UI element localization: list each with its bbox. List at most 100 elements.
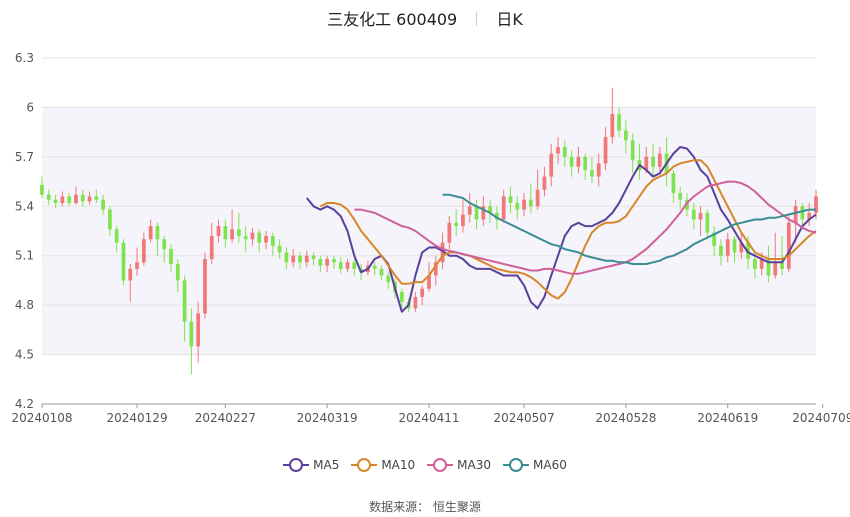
candle-body bbox=[814, 196, 818, 213]
candle bbox=[433, 255, 438, 286]
legend-marker-icon bbox=[351, 458, 378, 472]
legend-item-ma30[interactable]: MA30 bbox=[427, 458, 491, 472]
candle bbox=[189, 308, 194, 375]
x-tick-label: 20240619 bbox=[697, 411, 758, 425]
candle bbox=[603, 127, 608, 171]
candle bbox=[780, 235, 784, 276]
candle-body bbox=[257, 232, 262, 243]
x-tick-label: 20240108 bbox=[11, 411, 72, 425]
candle-body bbox=[325, 259, 330, 266]
candle-body bbox=[87, 196, 92, 202]
candle-body bbox=[671, 173, 676, 194]
candle-body bbox=[433, 262, 438, 276]
candle-body bbox=[284, 252, 289, 263]
candle bbox=[291, 249, 296, 268]
candle bbox=[569, 150, 574, 177]
candle bbox=[80, 189, 85, 207]
legend-item-ma60[interactable]: MA60 bbox=[503, 458, 567, 472]
candle-body bbox=[773, 262, 778, 276]
candle-body bbox=[386, 275, 391, 283]
candle-body bbox=[67, 196, 72, 203]
candle-body bbox=[739, 242, 744, 253]
candle-body bbox=[549, 153, 554, 177]
candle bbox=[773, 232, 778, 279]
candle-body bbox=[108, 209, 112, 230]
candle-body bbox=[141, 239, 146, 263]
candle-body bbox=[610, 114, 615, 138]
legend-label: MA10 bbox=[381, 458, 416, 472]
y-tick-label: 5.4 bbox=[15, 199, 34, 213]
candle-body bbox=[311, 255, 316, 260]
candle-body bbox=[759, 259, 764, 269]
y-tick-label: 5.1 bbox=[15, 249, 34, 263]
candle bbox=[386, 272, 391, 289]
candle bbox=[67, 193, 72, 207]
x-tick-label: 20240227 bbox=[195, 411, 256, 425]
candle bbox=[508, 186, 513, 213]
candle-body bbox=[114, 229, 119, 243]
candle-body bbox=[569, 156, 574, 167]
candle bbox=[413, 291, 418, 312]
candle bbox=[562, 140, 567, 167]
period-label: 日K bbox=[496, 10, 523, 29]
candle bbox=[318, 255, 323, 273]
candle bbox=[101, 194, 105, 215]
candle-body bbox=[101, 199, 105, 210]
candle-body bbox=[495, 212, 499, 220]
candle bbox=[372, 262, 377, 276]
candle bbox=[141, 232, 146, 266]
candle bbox=[148, 219, 153, 243]
legend-marker-icon bbox=[283, 458, 310, 472]
candle-body bbox=[338, 262, 343, 269]
candle bbox=[732, 235, 737, 263]
legend-item-ma5[interactable]: MA5 bbox=[283, 458, 339, 472]
candle-body bbox=[420, 288, 425, 297]
candle-body bbox=[522, 199, 526, 210]
candle bbox=[155, 222, 160, 256]
candle-body bbox=[332, 259, 336, 263]
candle bbox=[617, 107, 621, 138]
y-tick-label: 6.3 bbox=[15, 51, 34, 65]
candle bbox=[488, 199, 492, 223]
candle bbox=[515, 196, 520, 220]
candle bbox=[304, 250, 309, 268]
candle bbox=[175, 259, 180, 292]
candle-body bbox=[576, 156, 581, 167]
candle-body bbox=[80, 194, 85, 202]
candle bbox=[332, 255, 336, 269]
candle-body bbox=[189, 321, 194, 347]
candle bbox=[169, 244, 173, 273]
legend-item-ma10[interactable]: MA10 bbox=[351, 458, 415, 472]
candle-body bbox=[135, 262, 139, 269]
candle bbox=[46, 189, 51, 205]
candle bbox=[590, 156, 594, 184]
legend-marker-icon bbox=[427, 458, 454, 472]
candle-body bbox=[277, 245, 282, 253]
candle bbox=[786, 216, 791, 273]
candle bbox=[114, 226, 119, 253]
candle bbox=[121, 239, 126, 286]
y-axis: 4.2 4.5 4.8 5.1 5.4 5.7 6 6.3 bbox=[15, 51, 34, 411]
ma60-line bbox=[442, 193, 816, 265]
candle-body bbox=[488, 206, 492, 213]
candle bbox=[108, 206, 112, 236]
candle bbox=[257, 229, 262, 253]
candle bbox=[678, 186, 683, 210]
candle bbox=[399, 288, 404, 309]
candle-body bbox=[719, 245, 723, 256]
candle bbox=[40, 176, 44, 199]
candle-body bbox=[345, 262, 350, 269]
candle bbox=[651, 143, 655, 177]
candle bbox=[528, 183, 533, 213]
candle-body bbox=[596, 163, 601, 177]
candle-body bbox=[40, 184, 44, 195]
candle-body bbox=[603, 137, 608, 164]
candle-body bbox=[270, 235, 275, 246]
candle bbox=[766, 245, 771, 283]
ma-lines bbox=[306, 146, 817, 313]
candle bbox=[264, 231, 268, 250]
candle bbox=[461, 199, 465, 233]
legend-label: MA60 bbox=[533, 458, 567, 472]
y-tick-label: 5.7 bbox=[15, 150, 34, 164]
